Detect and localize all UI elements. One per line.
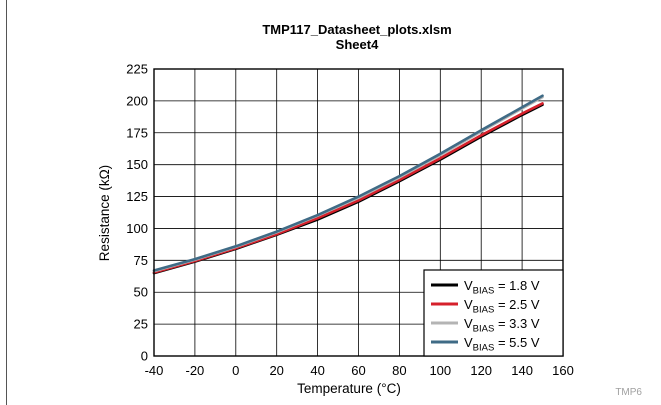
y-tick-label: 25: [134, 317, 148, 332]
plot-area-border: [153, 68, 564, 357]
y-tick-label: 100: [126, 221, 148, 236]
series-line-3: [152, 94, 544, 272]
chart-subtitle: Sheet4: [336, 37, 379, 52]
y-tick-label: 200: [126, 93, 148, 108]
legend-label-1: VBIAS = 2.5 V: [464, 297, 540, 316]
x-tick-label: -40: [145, 363, 164, 378]
x-tick-label: 20: [269, 363, 283, 378]
y-tick-label: 0: [141, 349, 148, 364]
figure-id-label: TMP6: [615, 387, 642, 398]
x-axis-label: Temperature (°C): [297, 381, 401, 396]
x-tick-labels: -40 -20 0 20 40 60 80 100 120 140 160: [145, 363, 574, 378]
legend-label-3: VBIAS = 5.5 V: [464, 335, 540, 354]
x-tick-label: 100: [429, 363, 451, 378]
y-tick-label: 225: [126, 62, 148, 77]
y-tick-label: 75: [134, 253, 148, 268]
x-tick-label: 60: [351, 363, 365, 378]
y-tick-label: 125: [126, 189, 148, 204]
x-tick-label: 160: [552, 363, 574, 378]
y-axis-label: Resistance (kΩ): [97, 165, 112, 261]
x-tick-label: 0: [232, 363, 239, 378]
y-tick-labels: 0 25 50 75 100 125 150 175 200 225: [126, 62, 148, 364]
x-tick-label: 80: [392, 363, 406, 378]
legend-label-2: VBIAS = 3.3 V: [464, 316, 540, 335]
x-tick-label: -20: [186, 363, 205, 378]
series-lines: [152, 94, 544, 275]
x-tick-label: 40: [310, 363, 324, 378]
series-line-2: [152, 95, 544, 273]
x-tick-label: 140: [511, 363, 533, 378]
y-tick-label: 175: [126, 125, 148, 140]
y-tick-label: 150: [126, 157, 148, 172]
chart-title: TMP117_Datasheet_plots.xlsm: [262, 22, 451, 37]
legend-label-0: VBIAS = 1.8 V: [464, 278, 540, 297]
y-tick-label: 50: [134, 285, 148, 300]
x-tick-label: 120: [470, 363, 492, 378]
